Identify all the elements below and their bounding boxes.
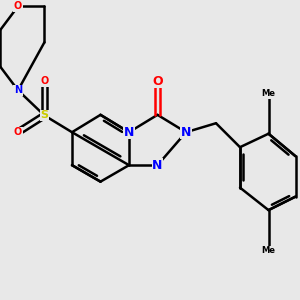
Text: N: N: [14, 85, 22, 95]
Text: Me: Me: [262, 89, 275, 98]
Text: O: O: [14, 2, 22, 11]
Text: S: S: [40, 110, 48, 120]
Text: N: N: [181, 126, 191, 139]
Text: N: N: [152, 159, 163, 172]
Text: O: O: [152, 75, 163, 88]
Text: N: N: [124, 126, 134, 139]
Text: Me: Me: [262, 246, 275, 255]
Text: O: O: [40, 76, 49, 86]
Text: O: O: [14, 127, 22, 137]
